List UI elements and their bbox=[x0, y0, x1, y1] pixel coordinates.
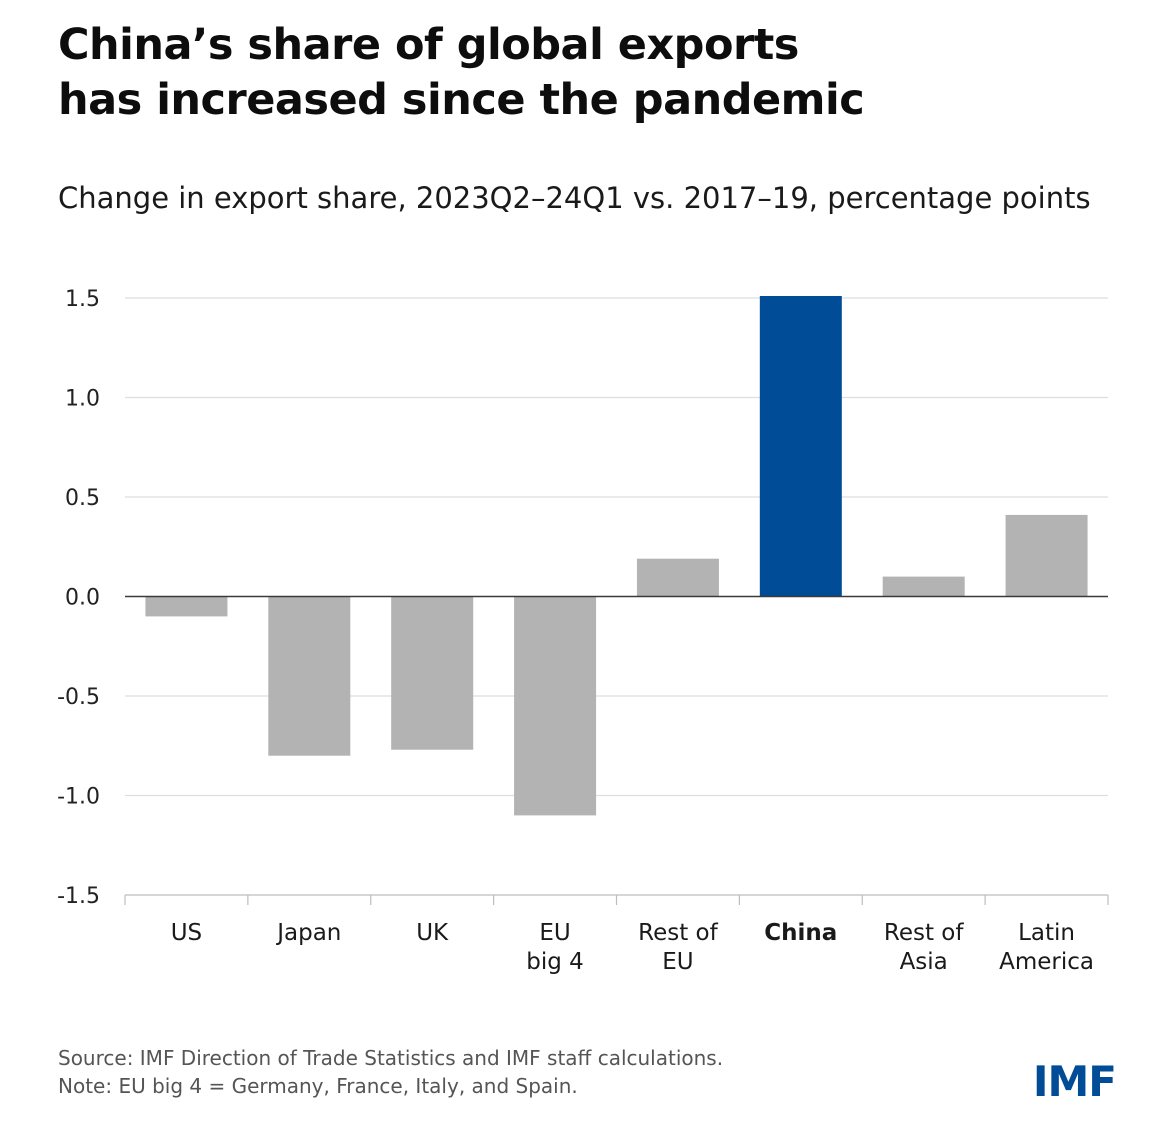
chart-subtitle: Change in export share, 2023Q2–24Q1 vs. … bbox=[58, 181, 1091, 215]
x-category-label: UK bbox=[416, 920, 449, 946]
bar-us bbox=[145, 596, 228, 617]
x-category-label: EU bbox=[539, 920, 570, 946]
x-category-label: big 4 bbox=[526, 949, 584, 975]
y-tick-label: 1.5 bbox=[65, 287, 100, 312]
bar-rest-of-asia bbox=[882, 576, 965, 597]
x-category-label: Rest of bbox=[638, 920, 718, 946]
x-category-label: America bbox=[999, 949, 1094, 975]
x-category-label: EU bbox=[662, 949, 693, 975]
chart-title-line-1: China’s share of global exports bbox=[58, 20, 799, 70]
x-category-label: Rest of bbox=[884, 920, 964, 946]
x-category-label: US bbox=[171, 920, 202, 946]
y-tick-label: -1.0 bbox=[57, 785, 100, 810]
footnotes: Source: IMF Direction of Trade Statistic… bbox=[58, 1044, 723, 1100]
y-tick-label: 0.0 bbox=[65, 586, 100, 611]
x-category-label: China bbox=[764, 920, 837, 946]
y-tick-label: -0.5 bbox=[57, 685, 100, 710]
x-category-label: Latin bbox=[1018, 920, 1075, 946]
y-tick-label: 0.5 bbox=[65, 486, 100, 511]
bar-chart: 1.5 1.0 0.5 0.0 -0.5 -1.0 -1.5 US Japan UK EU big 4… bbox=[57, 287, 1109, 975]
chart-title-line-2: has increased since the pandemic bbox=[58, 75, 865, 125]
chart-title: China’s share of global exports has incr… bbox=[58, 18, 1118, 128]
x-category-label: Asia bbox=[900, 949, 948, 975]
y-tick-label: 1.0 bbox=[65, 387, 100, 412]
source-note: Source: IMF Direction of Trade Statistic… bbox=[58, 1046, 724, 1070]
bar-rest-of-eu bbox=[636, 558, 719, 597]
y-tick-label: -1.5 bbox=[57, 884, 100, 909]
x-category-label: Japan bbox=[275, 920, 341, 946]
bar-eu-big-4 bbox=[514, 596, 597, 816]
bar-japan bbox=[268, 596, 351, 756]
bar-latin-america bbox=[1005, 514, 1088, 597]
imf-logo: IMF bbox=[1032, 1057, 1117, 1106]
bar-uk bbox=[391, 596, 474, 750]
definition-note: Note: EU big 4 = Germany, France, Italy,… bbox=[58, 1074, 578, 1098]
bar-china bbox=[759, 296, 842, 597]
